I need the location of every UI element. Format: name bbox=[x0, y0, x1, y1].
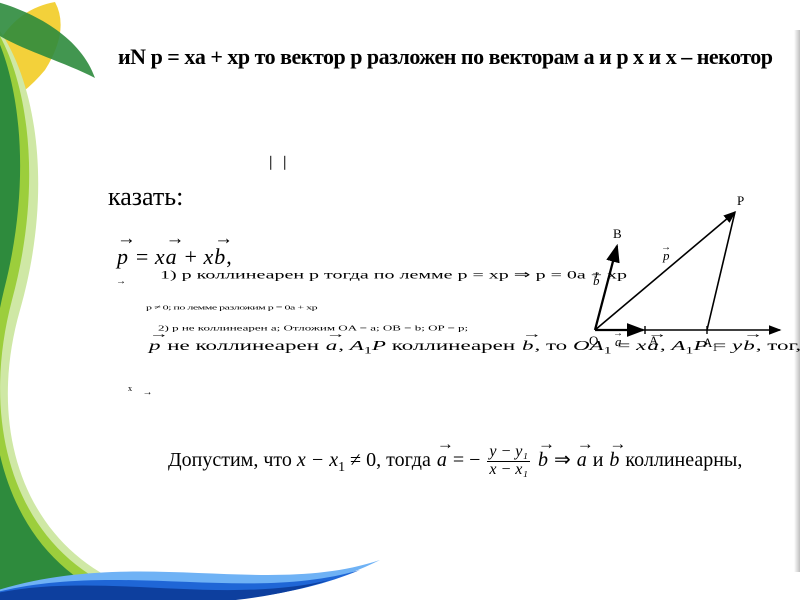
svg-text:→: → bbox=[591, 267, 601, 278]
svg-text:→: → bbox=[661, 242, 671, 253]
vector-diagram: O A A1 B P a → b → p → bbox=[585, 190, 795, 370]
lbl-B: B bbox=[613, 226, 622, 241]
text-kazat: казать: bbox=[108, 182, 183, 212]
text-eq2-small: p ≠ 0; по лемме разложим p = 0a + xp bbox=[146, 300, 317, 315]
decor-blue-c bbox=[0, 580, 330, 600]
diagram-A1P bbox=[707, 212, 735, 330]
text-top: иN p = xa + xp то вектор p разложен по в… bbox=[118, 44, 773, 70]
svg-text:→: → bbox=[613, 328, 623, 339]
artifact-1: → bbox=[116, 276, 126, 287]
decor-blue-a bbox=[0, 560, 380, 600]
decor-green-b bbox=[0, 0, 150, 600]
decor-green-c bbox=[0, 0, 120, 600]
artifact-2: ˣ → bbox=[128, 384, 153, 400]
lbl-P: P bbox=[737, 193, 744, 208]
mark-1: ⎸⎸ bbox=[270, 156, 298, 172]
diagram-vec-b bbox=[595, 246, 617, 330]
text-assume: Допустим, что x − x1 ≠ 0, тогда a = − y … bbox=[168, 444, 742, 479]
decor-blue-b bbox=[0, 570, 360, 600]
lbl-A: A bbox=[649, 333, 659, 348]
lbl-O: O bbox=[589, 333, 598, 348]
text-eq1-right: 1) p коллинеарен p тогда по лемме p = xp… bbox=[160, 262, 627, 287]
lbl-A1: A1 bbox=[703, 335, 717, 354]
decor-green-top bbox=[0, 0, 95, 78]
decor-yellow bbox=[0, 2, 61, 110]
